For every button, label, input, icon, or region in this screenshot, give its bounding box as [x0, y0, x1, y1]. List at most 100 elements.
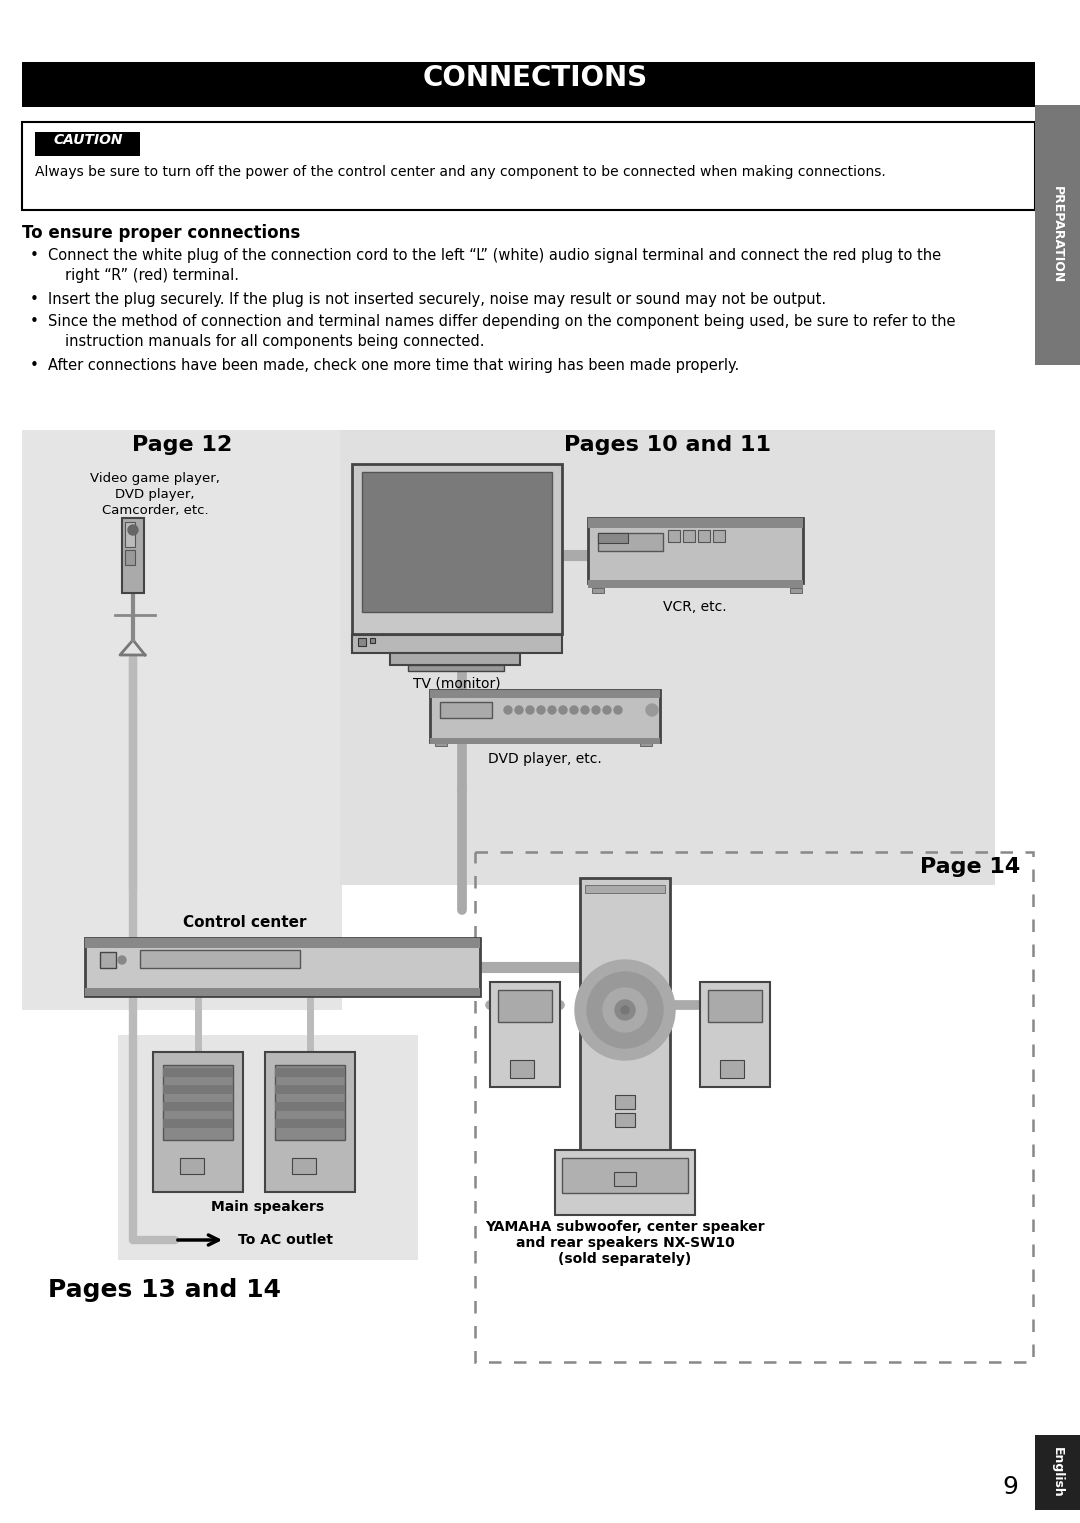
- Circle shape: [615, 1001, 635, 1020]
- Circle shape: [548, 707, 556, 714]
- Bar: [22, 122, 1035, 210]
- Text: (sold separately): (sold separately): [558, 1252, 691, 1266]
- Circle shape: [621, 1007, 629, 1014]
- Bar: [713, 530, 725, 542]
- Bar: [163, 1065, 233, 1141]
- Text: and rear speakers NX-SW10: and rear speakers NX-SW10: [515, 1237, 734, 1250]
- Bar: [35, 133, 140, 155]
- Bar: [490, 982, 561, 1087]
- Bar: [370, 638, 375, 643]
- Bar: [498, 990, 552, 1022]
- Text: Always be sure to turn off the power of the control center and any component to : Always be sure to turn off the power of …: [35, 164, 886, 180]
- Bar: [163, 1068, 233, 1077]
- Circle shape: [118, 956, 126, 964]
- Bar: [163, 1119, 233, 1129]
- Bar: [100, 952, 116, 969]
- Bar: [789, 588, 802, 592]
- Circle shape: [559, 707, 567, 714]
- Bar: [708, 990, 762, 1022]
- Bar: [275, 1103, 345, 1110]
- Text: Pages 10 and 11: Pages 10 and 11: [565, 436, 771, 455]
- Bar: [140, 950, 300, 969]
- Bar: [122, 518, 144, 592]
- Bar: [615, 1095, 635, 1109]
- Text: Page 12: Page 12: [132, 436, 232, 455]
- Bar: [585, 885, 665, 892]
- Bar: [430, 739, 660, 745]
- Bar: [390, 653, 519, 666]
- Text: Since the method of connection and terminal names differ depending on the compon: Since the method of connection and termi…: [48, 314, 956, 329]
- Text: Insert the plug securely. If the plug is not inserted securely, noise may result: Insert the plug securely. If the plug is…: [48, 292, 826, 308]
- Text: Pages 13 and 14: Pages 13 and 14: [48, 1278, 281, 1302]
- Bar: [669, 530, 680, 542]
- Circle shape: [570, 707, 578, 714]
- Bar: [408, 666, 504, 672]
- Circle shape: [588, 972, 663, 1048]
- Bar: [362, 472, 552, 612]
- Bar: [163, 1103, 233, 1110]
- Text: To ensure proper connections: To ensure proper connections: [22, 224, 300, 242]
- Bar: [615, 1113, 635, 1127]
- Bar: [640, 742, 652, 746]
- Text: To AC outlet: To AC outlet: [238, 1234, 333, 1247]
- Text: TV (monitor): TV (monitor): [414, 676, 501, 690]
- Circle shape: [575, 959, 675, 1060]
- Circle shape: [603, 988, 647, 1033]
- Bar: [275, 1084, 345, 1094]
- Text: Camcorder, etc.: Camcorder, etc.: [102, 504, 208, 516]
- Bar: [598, 533, 663, 551]
- Text: DVD player, etc.: DVD player, etc.: [488, 752, 602, 766]
- Bar: [698, 530, 710, 542]
- Text: After connections have been made, check one more time that wiring has been made : After connections have been made, check …: [48, 358, 739, 373]
- Bar: [475, 851, 1032, 1362]
- Circle shape: [615, 707, 622, 714]
- Bar: [580, 877, 670, 1168]
- Bar: [163, 1084, 233, 1094]
- Bar: [430, 690, 660, 698]
- Bar: [588, 518, 804, 528]
- Bar: [555, 1150, 696, 1215]
- Circle shape: [537, 707, 545, 714]
- Text: YAMAHA subwoofer, center speaker: YAMAHA subwoofer, center speaker: [485, 1220, 765, 1234]
- Text: •: •: [30, 358, 39, 373]
- Bar: [352, 635, 562, 653]
- Circle shape: [603, 707, 611, 714]
- Bar: [700, 982, 770, 1087]
- Bar: [22, 62, 1035, 107]
- Bar: [720, 1060, 744, 1078]
- Text: Connect the white plug of the connection cord to the left “L” (white) audio sign: Connect the white plug of the connection…: [48, 248, 941, 263]
- Circle shape: [592, 707, 600, 714]
- Bar: [153, 1052, 243, 1193]
- Bar: [588, 580, 804, 588]
- Text: right “R” (red) terminal.: right “R” (red) terminal.: [65, 268, 239, 283]
- Bar: [592, 588, 604, 592]
- Bar: [340, 429, 995, 885]
- Bar: [357, 638, 366, 646]
- Bar: [683, 530, 696, 542]
- Text: Page 14: Page 14: [920, 857, 1020, 877]
- Text: PREPARATION: PREPARATION: [1051, 186, 1064, 283]
- Text: CAUTION: CAUTION: [53, 133, 123, 148]
- Text: CONNECTIONS: CONNECTIONS: [422, 64, 648, 91]
- Text: instruction manuals for all components being connected.: instruction manuals for all components b…: [65, 334, 485, 349]
- Circle shape: [515, 707, 523, 714]
- Bar: [85, 938, 480, 947]
- Bar: [352, 465, 562, 634]
- Bar: [440, 702, 492, 717]
- Bar: [275, 1068, 345, 1077]
- Bar: [125, 550, 135, 565]
- Circle shape: [646, 704, 658, 716]
- Bar: [85, 938, 480, 996]
- Circle shape: [129, 525, 138, 535]
- Text: Main speakers: Main speakers: [212, 1200, 325, 1214]
- Circle shape: [581, 707, 589, 714]
- Bar: [22, 429, 342, 1010]
- Text: Video game player,: Video game player,: [90, 472, 220, 484]
- Bar: [1035, 1435, 1080, 1509]
- Bar: [118, 1036, 418, 1260]
- Text: VCR, etc.: VCR, etc.: [663, 600, 727, 614]
- Text: •: •: [30, 292, 39, 308]
- Bar: [435, 742, 447, 746]
- Bar: [430, 690, 660, 742]
- Bar: [265, 1052, 355, 1193]
